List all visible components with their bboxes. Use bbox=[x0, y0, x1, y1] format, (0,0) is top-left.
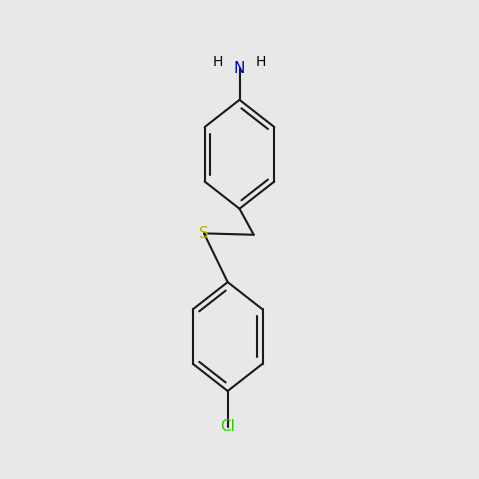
Text: H: H bbox=[256, 55, 266, 69]
Text: S: S bbox=[199, 226, 209, 241]
Text: N: N bbox=[234, 61, 245, 76]
Text: H: H bbox=[213, 55, 223, 69]
Text: Cl: Cl bbox=[220, 419, 235, 434]
